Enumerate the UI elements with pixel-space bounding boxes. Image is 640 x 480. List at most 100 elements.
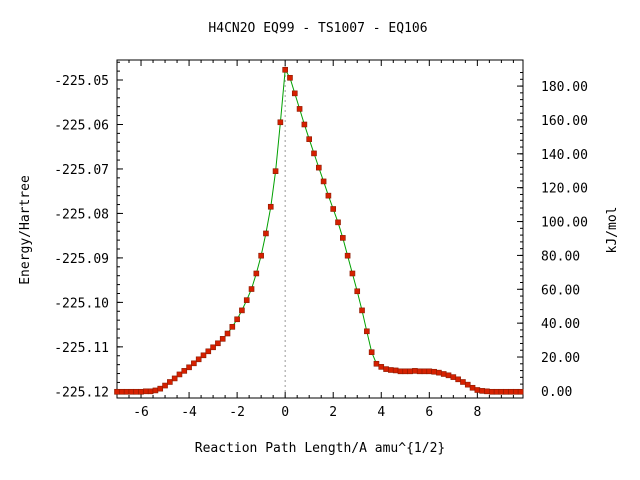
data-point [219,336,226,342]
data-point [368,349,375,355]
data-point [167,379,173,385]
data-point [114,388,120,395]
data-point [186,364,192,371]
data-point [176,371,183,378]
data-point [469,384,476,391]
y2-tick-label: 80.00 [541,249,580,264]
data-point [325,192,332,199]
data-point [215,340,221,347]
y-tick-label: -225.06 [54,118,109,133]
data-point [349,270,356,277]
data-point [301,121,308,128]
data-point [493,388,500,395]
data-point [171,375,178,382]
x-tick-label: 4 [377,405,385,420]
data-point [344,252,351,259]
data-point [335,219,341,226]
data-point [436,369,442,376]
data-point [191,360,197,367]
data-point [267,203,274,210]
data-point [412,368,418,374]
data-point [354,288,361,295]
data-point [152,387,159,394]
data-point [181,368,188,374]
x-tick-label: 2 [329,405,337,420]
data-point [224,330,231,337]
data-point [503,388,509,395]
y-tick-label: -225.07 [54,163,109,178]
data-point [138,388,144,395]
y2-tick-label: 20.00 [541,351,580,366]
data-point [479,388,485,394]
data-point [484,388,490,395]
x-tick-label: -4 [181,405,197,420]
data-point [388,367,394,373]
data-point [498,388,505,395]
data-point [474,387,481,393]
y2-tick-label: 0.00 [541,385,572,400]
data-point [277,119,284,126]
data-point [210,344,216,351]
y-axis-label: Energy/Hartree [18,175,33,285]
data-point [258,252,264,259]
chart-title: H4CN2O EQ99 - TS1007 - EQ106 [208,21,427,36]
data-point [373,360,380,367]
data-point [392,367,399,374]
data-point [205,348,212,355]
data-point [512,388,519,395]
data-point [460,379,466,385]
y2-tick-label: 60.00 [541,283,580,298]
x-tick-label: -2 [229,405,245,420]
y2-tick-label: 40.00 [541,317,580,332]
data-point [296,106,303,112]
data-point [508,388,514,395]
data-point [133,388,140,395]
data-point [282,66,288,73]
y-tick-label: -225.09 [54,252,109,267]
y2-axis-label: kJ/mol [605,207,620,254]
data-point [402,368,409,375]
y2-tick-label: 100.00 [541,216,588,231]
data-point [464,381,471,388]
data-point [128,388,135,395]
data-point [229,324,236,330]
data-point [287,74,293,81]
y-tick-label: -225.11 [54,341,109,356]
data-point [378,364,385,370]
data-point [330,206,337,212]
y2-tick-label: 120.00 [541,182,588,197]
data-point [416,368,423,375]
data-point [263,230,269,237]
x-tick-label: -6 [133,405,149,420]
y-tick-label: -225.08 [54,207,109,222]
data-point [488,388,495,395]
data-point [421,368,428,375]
data-point [311,150,317,157]
data-point [426,368,433,375]
data-point [397,368,404,375]
x-tick-label: 6 [425,405,433,420]
y2-tick-label: 140.00 [541,148,588,163]
plot-frame [116,59,524,399]
data-point [291,90,298,97]
plot-area: -6 -4 -2 0 2 4 6 8 -225.12 -225.11 -225.10 -225.09 -… [54,59,588,420]
data-point [200,352,207,359]
data-point [320,178,327,185]
data-point [315,164,322,171]
data-point [239,307,245,314]
data-point [359,307,365,314]
y2-tick-label: 180.00 [541,80,588,95]
data-point [450,374,457,380]
data-point [143,388,149,395]
data-point [440,371,447,377]
data-point [162,382,168,389]
y-tick-label: -225.12 [54,385,109,400]
series-line [117,68,521,393]
x-axis-label: Reaction Path Length/A amu^{1/2} [195,441,445,456]
data-point [383,366,389,372]
data-point [407,368,413,375]
data-point [195,356,202,363]
data-point [431,368,437,375]
y-tick-label: -225.10 [54,296,109,311]
